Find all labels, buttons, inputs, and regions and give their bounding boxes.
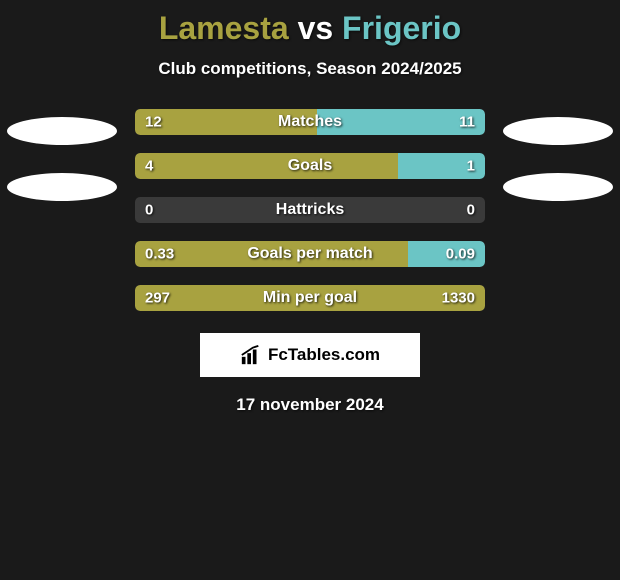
- comparison-area: Matches 12 11 Goals 4 1 Hattricks 0 0 Goals per m…: [0, 109, 620, 311]
- bar-value-left: 0.33: [145, 246, 174, 263]
- bar-label: Goals: [288, 157, 332, 175]
- bar-value-right: 0.09: [446, 246, 475, 263]
- stat-bar: Goals per match 0.33 0.09: [135, 241, 485, 267]
- title-player2: Frigerio: [342, 10, 461, 46]
- title-vs: vs: [298, 10, 334, 46]
- title-player1: Lamesta: [159, 10, 289, 46]
- brand-text: FcTables.com: [268, 345, 380, 365]
- player1-photo-placeholder: [7, 117, 117, 145]
- player2-club-placeholder: [503, 173, 613, 201]
- player2-photo-placeholder: [503, 117, 613, 145]
- brand-badge: FcTables.com: [200, 333, 420, 377]
- stat-bar: Matches 12 11: [135, 109, 485, 135]
- bar-fill-left: [135, 153, 398, 179]
- bar-value-left: 12: [145, 114, 162, 131]
- left-images: [7, 109, 117, 201]
- bar-value-right: 1: [467, 158, 475, 175]
- stat-bar: Min per goal 297 1330: [135, 285, 485, 311]
- bar-value-left: 0: [145, 202, 153, 219]
- bar-value-left: 297: [145, 290, 170, 307]
- bar-label: Min per goal: [263, 289, 357, 307]
- bar-value-right: 11: [459, 114, 475, 131]
- bar-label: Goals per match: [247, 245, 372, 263]
- player1-club-placeholder: [7, 173, 117, 201]
- stats-bars: Matches 12 11 Goals 4 1 Hattricks 0 0 Goals per m…: [135, 109, 485, 311]
- bar-label: Matches: [278, 113, 342, 131]
- chart-icon: [240, 344, 262, 366]
- stat-bar: Goals 4 1: [135, 153, 485, 179]
- right-images: [503, 109, 613, 201]
- bar-value-right: 0: [467, 202, 475, 219]
- page-title: Lamesta vs Frigerio: [0, 10, 620, 47]
- bar-value-right: 1330: [442, 290, 475, 307]
- subtitle: Club competitions, Season 2024/2025: [0, 59, 620, 79]
- comparison-infographic: Lamesta vs Frigerio Club competitions, S…: [0, 0, 620, 425]
- stat-bar: Hattricks 0 0: [135, 197, 485, 223]
- bar-label: Hattricks: [276, 201, 344, 219]
- date-text: 17 november 2024: [0, 395, 620, 415]
- bar-value-left: 4: [145, 158, 153, 175]
